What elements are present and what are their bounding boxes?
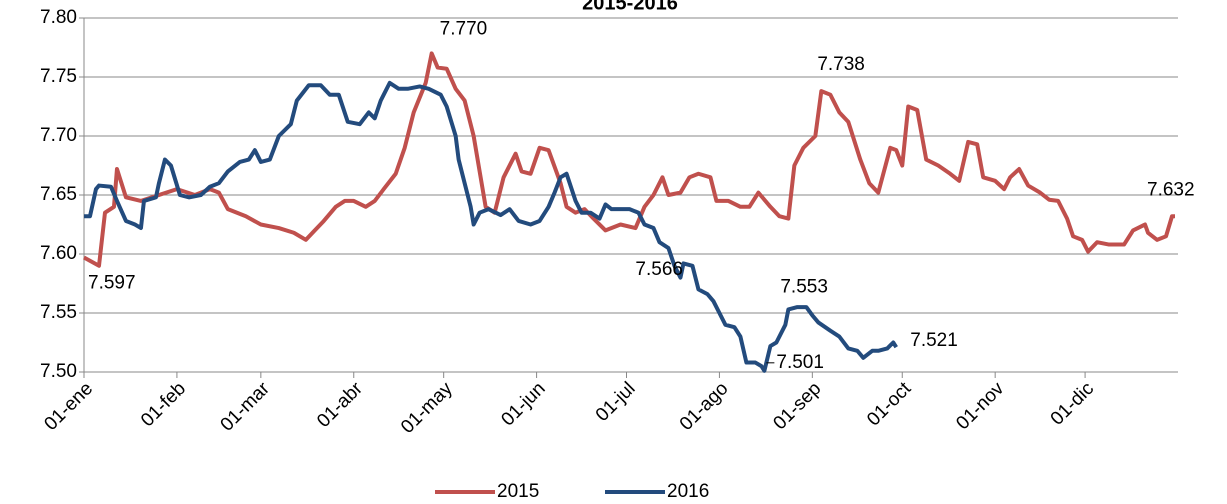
x-tick-label: 01-sep xyxy=(769,378,825,434)
y-tick-label: 7.55 xyxy=(40,302,77,323)
annotation: 7.597 xyxy=(88,273,136,294)
annotation: 7.770 xyxy=(440,18,488,39)
legend-label: 2015 xyxy=(497,481,539,502)
x-tick-label: 01-abr xyxy=(313,378,367,432)
x-tick-label: 01-mar xyxy=(217,378,275,436)
x-tick-label: 01-ene xyxy=(40,378,97,435)
y-tick-label: 7.65 xyxy=(40,184,77,205)
x-tick-label: 01-ago xyxy=(676,378,733,435)
y-tick-label: 7.70 xyxy=(40,125,77,146)
x-tick-label: 01-oct xyxy=(863,378,916,431)
y-tick-label: 7.60 xyxy=(40,243,77,264)
x-tick-label: 01-jun xyxy=(497,378,549,430)
legend-label: 2016 xyxy=(667,481,709,502)
annotation: 7.501 xyxy=(776,352,824,373)
x-tick-label: 01-may xyxy=(397,378,457,438)
annotation: 7.521 xyxy=(910,330,958,351)
annotation: 7.566 xyxy=(635,259,683,280)
y-tick-label: 7.50 xyxy=(40,361,77,382)
chart-title: 2015-2016 xyxy=(582,0,678,14)
x-tick-label: 01-nov xyxy=(952,378,1008,434)
annotation: 7.738 xyxy=(817,54,865,75)
x-tick-label: 01-jul xyxy=(592,378,640,426)
series-line xyxy=(83,51,1175,268)
y-tick-label: 7.75 xyxy=(40,66,77,87)
y-tick-label: 7.80 xyxy=(40,7,77,28)
annotation: 7.553 xyxy=(780,276,828,297)
x-tick-label: 01-dic xyxy=(1047,378,1098,429)
x-tick-label: 01-feb xyxy=(137,378,190,431)
annotation: 7.632 xyxy=(1147,179,1195,200)
series-line xyxy=(84,80,898,373)
